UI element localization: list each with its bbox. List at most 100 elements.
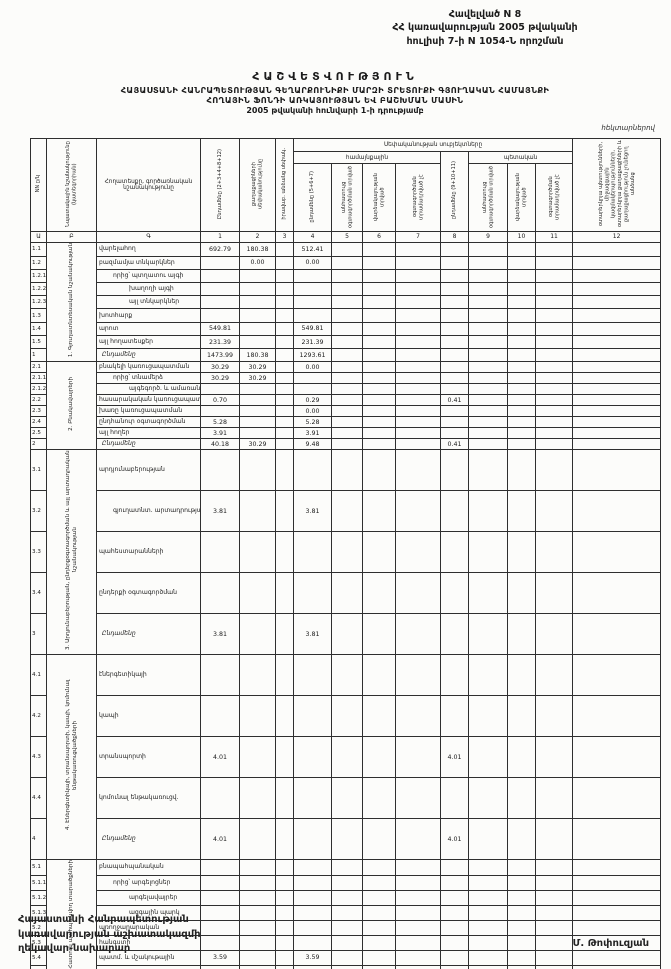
row-number: 2.3 [30, 405, 47, 418]
value-cell [440, 427, 469, 440]
value-cell [275, 348, 294, 363]
value-cell [468, 268, 508, 284]
value-cell [293, 695, 332, 738]
value-cell [468, 334, 508, 350]
value-cell: 4.01 [440, 818, 469, 861]
table-row: 5.4 պատմ. և մշակութային 3.59 3.59 [30, 949, 662, 966]
value-cell [362, 964, 396, 969]
value-cell [572, 934, 662, 951]
report-subtitle-subject: ՀՈՂԱՅԻՆ ՖՈՆԴԻ ԱՌԿԱՅՈՒԹՅԱՆ ԵՎ ԲԱՇԽՄԱՆ ՄԱՍ… [206, 95, 464, 105]
header-col-9: անհատույց օգտագործման տրված [468, 163, 508, 233]
header-col-4: ընդամենը (5+6+7) [293, 163, 332, 233]
value-cell [275, 405, 294, 418]
value-cell [395, 438, 441, 451]
value-cell [572, 334, 662, 350]
value-cell [275, 695, 294, 738]
value-cell: 549.81 [200, 321, 240, 336]
value-cell [275, 383, 294, 396]
value-cell [362, 859, 396, 876]
row-label: արոտ [96, 321, 201, 336]
value-cell [395, 613, 441, 656]
row-number: 2.4 [30, 416, 47, 429]
value-cell [395, 394, 441, 407]
table-row: 5Ընդամենը3.593.59 [30, 964, 662, 969]
value-cell [507, 416, 536, 429]
value-cell [572, 490, 662, 533]
row-label: արգելավայրեր [96, 889, 201, 906]
value-cell [275, 859, 294, 876]
value-cell [440, 295, 469, 310]
table-row: 5.3 հանգստի [30, 934, 662, 951]
value-cell [572, 449, 662, 492]
appendix-line: հուլիսի 7-ի N 1054-Ն որոշման [406, 35, 564, 47]
value-cell [239, 859, 276, 876]
value-cell [468, 859, 508, 876]
value-cell [239, 405, 276, 418]
value-cell [468, 255, 508, 270]
value-cell [468, 818, 508, 861]
value-cell [275, 889, 294, 906]
table-row: 1.3 խոտհարք [30, 308, 662, 323]
value-cell [239, 490, 276, 533]
value-cell [239, 295, 276, 310]
value-cell [440, 934, 469, 951]
value-cell: 0.00 [239, 255, 276, 270]
report-date-line: 2005 թվականի հունվարի 1-ի դրությամբ [246, 106, 424, 115]
value-cell [200, 308, 240, 323]
value-cell: 512.41 [293, 242, 332, 257]
value-cell [331, 383, 363, 396]
value-cell [275, 334, 294, 350]
value-cell [468, 531, 508, 574]
section-category: 5. Հատուկ պահպանվող տարածքների [46, 859, 97, 969]
value-cell [572, 736, 662, 779]
value-cell [239, 654, 276, 697]
table-row: 2.1 2. Բնակավայրերի բնակելի կառուցապատման 3… [30, 361, 662, 451]
value-cell [507, 321, 536, 336]
value-cell [468, 321, 508, 336]
value-cell [534, 695, 574, 738]
value-cell [293, 777, 332, 820]
value-cell [239, 818, 276, 861]
row-number: 1 [30, 348, 47, 363]
row-number: 2.1.2 [30, 383, 47, 396]
value-cell [331, 490, 363, 533]
value-cell [572, 572, 662, 615]
value-cell [395, 736, 441, 779]
value-cell: 231.39 [293, 334, 332, 350]
value-cell [395, 255, 441, 270]
value-cell [395, 334, 441, 350]
row-label: վարելահող [96, 242, 201, 257]
table-row: 2.1.2 այգեգործ. և ամառանոց. [30, 383, 662, 396]
value-cell [572, 372, 662, 385]
value-cell [331, 255, 363, 270]
value-cell: 5.28 [293, 416, 332, 429]
header-col-3-legal: իրավաբ. անձանց սեփակ. [275, 137, 294, 233]
value-cell [331, 934, 363, 951]
value-cell [395, 934, 441, 951]
value-cell [331, 859, 363, 876]
value-cell [507, 361, 536, 374]
value-cell [468, 777, 508, 820]
appendix-line: ՀՀ կառավարության 2005 թվականի [392, 22, 578, 34]
value-cell [395, 268, 441, 284]
value-cell [239, 321, 276, 336]
value-cell [572, 405, 662, 418]
value-cell: 0.29 [293, 394, 332, 407]
column-index-row: Ա Բ Գ 1 2 3 4 5 6 7 8 9 10 11 12 [30, 231, 662, 244]
value-cell [468, 295, 508, 310]
value-cell: 692.79 [200, 242, 240, 257]
value-cell [331, 654, 363, 697]
value-cell [362, 919, 396, 936]
value-cell [331, 777, 363, 820]
value-cell [200, 531, 240, 574]
value-cell [362, 394, 396, 407]
value-cell [572, 874, 662, 891]
value-cell [440, 531, 469, 574]
value-cell [239, 874, 276, 891]
value-cell [275, 490, 294, 533]
value-cell: 5.28 [200, 416, 240, 429]
value-cell: 1293.61 [293, 348, 332, 363]
value-cell [395, 321, 441, 336]
value-cell [468, 919, 508, 936]
value-cell [534, 372, 574, 385]
